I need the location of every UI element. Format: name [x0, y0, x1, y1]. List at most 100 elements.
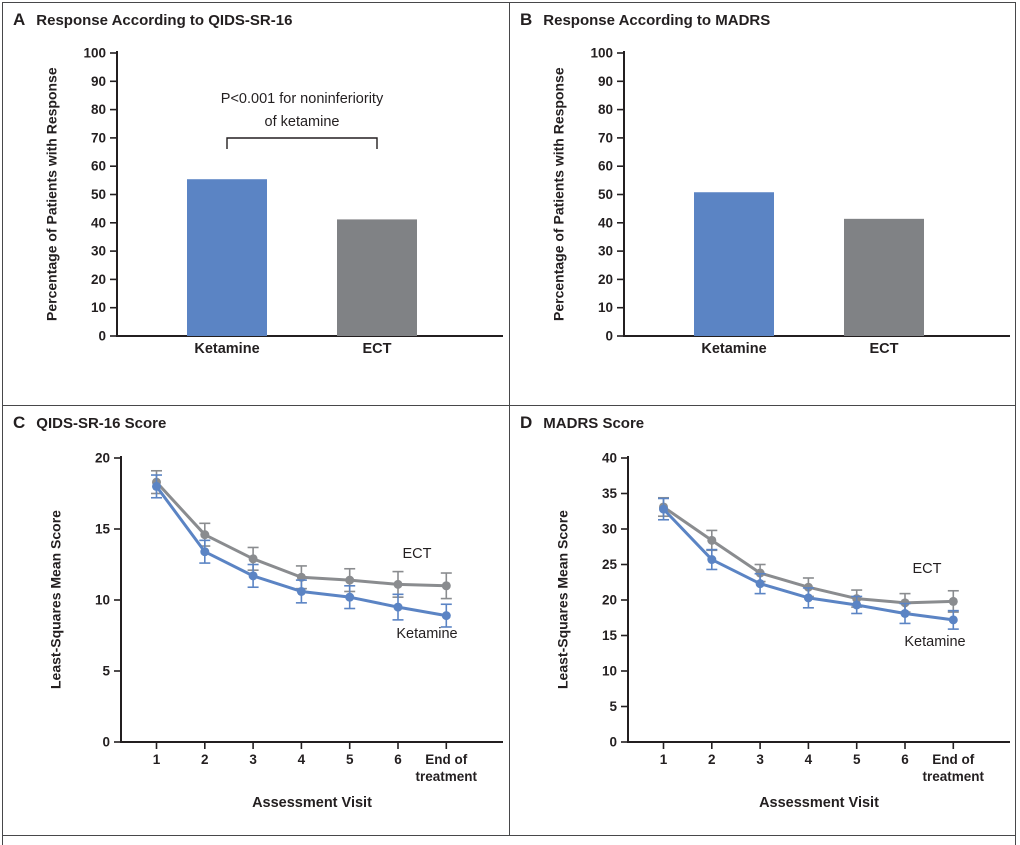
next-box-top-edge: [2, 836, 1016, 845]
x-tick-label: 3: [756, 752, 764, 767]
y-tick-label: 20: [598, 272, 613, 287]
data-point-marker: [200, 530, 210, 540]
annotation-text: of ketamine: [265, 114, 340, 130]
y-tick-label: 25: [602, 557, 618, 572]
panel-header: B Response According to MADRS: [520, 10, 770, 30]
x-tick-label: treatment: [923, 769, 985, 784]
panel-title: MADRS Score: [543, 415, 645, 432]
series-label-ect: ECT: [403, 546, 432, 562]
x-tick-label: 2: [201, 752, 209, 767]
panel-label: D: [520, 413, 533, 432]
series-label-ketamine: Ketamine: [396, 626, 457, 642]
panel-header: D MADRS Score: [520, 413, 644, 433]
y-tick-label: 50: [598, 187, 613, 202]
data-point-marker: [345, 575, 355, 585]
y-tick-label: 70: [598, 130, 613, 145]
y-tick-label: 35: [602, 486, 618, 501]
data-point-marker: [900, 608, 910, 618]
panel-label: B: [520, 10, 533, 29]
y-tick-label: 5: [102, 664, 110, 679]
line-chart-madrs-score: 0 5 10 15 20 25 30 35 40 1 2 3 4 5 6 End of treatment ECT…: [602, 451, 1010, 784]
panel-label: C: [13, 413, 26, 432]
y-tick-label: 30: [602, 522, 617, 537]
data-point-marker: [296, 586, 306, 596]
y-tick-label: 100: [590, 46, 613, 61]
y-tick-label: 50: [91, 187, 106, 202]
bar-category-label: Ketamine: [701, 341, 766, 357]
series-ketamine: [151, 474, 452, 628]
x-tick-label: End of: [932, 752, 974, 767]
y-tick-label: 0: [605, 329, 613, 344]
panel-header: A Response According to QIDS-SR-16: [13, 10, 292, 30]
bar-ect: [337, 219, 417, 336]
y-tick-label: 15: [95, 522, 111, 537]
x-tick-label: 4: [805, 752, 813, 767]
y-tick-label: 100: [83, 46, 106, 61]
annotation-text: P<0.001 for noninferiority: [221, 91, 384, 107]
x-tick-label: treatment: [416, 769, 478, 784]
bar-category-label: Ketamine: [194, 341, 259, 357]
x-tick-label: 5: [346, 752, 354, 767]
data-point-marker: [248, 571, 258, 581]
x-tick-label: 2: [708, 752, 716, 767]
data-point-marker: [852, 600, 862, 610]
data-point-marker: [441, 611, 451, 621]
data-point-marker: [948, 596, 958, 606]
x-tick-label: 6: [901, 752, 909, 767]
bar-ketamine: [187, 179, 267, 336]
bar-chart-qids-response: 0 10 20 30 40 50 60 70 80 90 100 Ketamine ECT P<0.001…: [83, 46, 503, 357]
panel-label: A: [13, 10, 26, 29]
x-tick-label: 1: [153, 752, 161, 767]
series-ect: [151, 469, 452, 600]
x-tick-label: 4: [298, 752, 306, 767]
y-tick-label: 0: [98, 329, 106, 344]
data-point-marker: [393, 579, 403, 589]
panel-title: Response According to QIDS-SR-16: [36, 12, 293, 29]
data-point-marker: [200, 547, 210, 557]
y-tick-label: 60: [91, 159, 106, 174]
panel-title: QIDS-SR-16 Score: [36, 415, 167, 432]
y-tick-label: 80: [598, 102, 613, 117]
x-tick-label: End of: [425, 752, 467, 767]
y-tick-label: 10: [598, 300, 613, 315]
y-tick-label: 70: [91, 130, 106, 145]
bar-category-label: ECT: [363, 341, 392, 357]
y-tick-label: 20: [95, 451, 110, 466]
y-tick-label: 60: [598, 159, 613, 174]
panel-title: Response According to MADRS: [543, 12, 771, 29]
data-point-marker: [248, 554, 258, 564]
data-point-marker: [345, 592, 355, 602]
y-tick-label: 20: [602, 593, 617, 608]
data-point-marker: [441, 581, 451, 591]
panel-header: C QIDS-SR-16 Score: [13, 413, 166, 433]
y-tick-label: 30: [91, 244, 106, 259]
y-tick-label: 40: [602, 451, 617, 466]
y-tick-label: 0: [609, 735, 617, 750]
y-tick-label: 30: [598, 244, 613, 259]
y-tick-label: 40: [91, 215, 106, 230]
y-tick-label: 0: [102, 735, 110, 750]
line-chart-qids-score: 0 5 10 15 20 1 2 3 4 5 6 End of treatment ECT Ketamine: [95, 451, 503, 784]
y-tick-label: 90: [598, 74, 613, 89]
x-axis-label: Assessment Visit: [252, 795, 372, 811]
y-tick-label: 10: [95, 593, 110, 608]
data-point-marker: [152, 481, 161, 491]
data-point-marker: [659, 504, 668, 514]
panel-c: C QIDS-SR-16 Score Least-Squares Mean Sc…: [3, 405, 509, 835]
panel-b: B Response According to MADRS Percentage…: [509, 3, 1015, 405]
data-point-marker: [707, 555, 717, 565]
y-tick-label: 10: [91, 300, 106, 315]
x-tick-label: 5: [853, 752, 861, 767]
data-point-marker: [393, 602, 403, 612]
bar-category-label: ECT: [870, 341, 899, 357]
x-tick-label: 1: [660, 752, 668, 767]
data-point-marker: [948, 615, 958, 625]
bar-ect: [844, 218, 924, 336]
bar-chart-madrs-response: 0 10 20 30 40 50 60 70 80 90 100 Ketamine ECT: [590, 46, 1010, 357]
annotation-bracket: [226, 137, 378, 149]
panel-a: A Response According to QIDS-SR-16 Perce…: [3, 3, 509, 405]
data-point-marker: [755, 579, 765, 589]
bar-ketamine: [694, 192, 774, 336]
